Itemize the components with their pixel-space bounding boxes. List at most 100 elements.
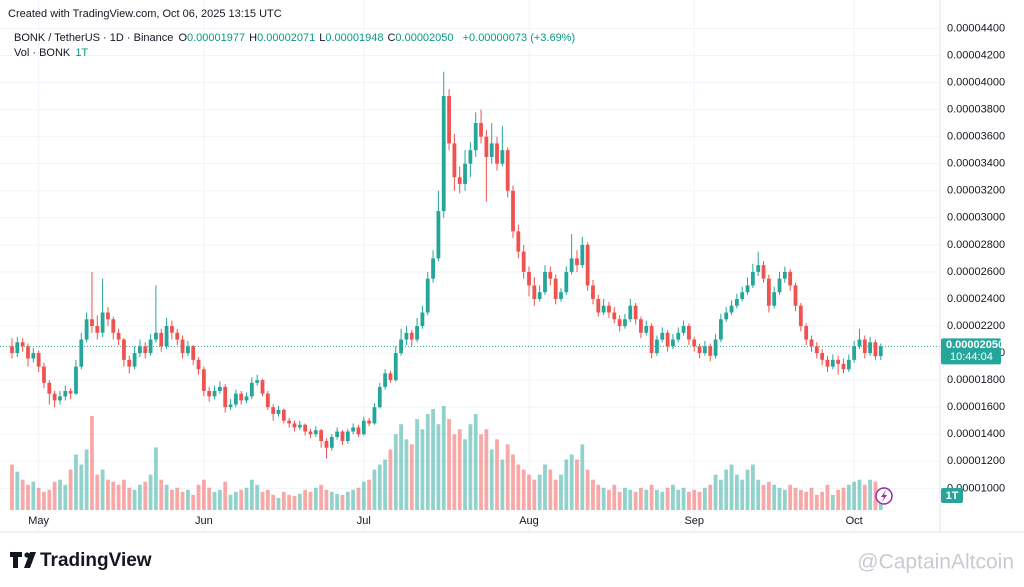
volume-bar bbox=[543, 464, 547, 510]
candle-body bbox=[292, 423, 297, 428]
y-tick-label: 0.00003200 bbox=[947, 185, 1005, 197]
volume-bar bbox=[111, 481, 116, 510]
candle-body bbox=[846, 359, 851, 370]
volume-bar bbox=[585, 469, 590, 510]
volume-bar bbox=[868, 479, 873, 510]
candle-body bbox=[793, 285, 798, 306]
candle-body bbox=[761, 265, 766, 279]
candle-body bbox=[63, 390, 68, 397]
candle-body bbox=[820, 353, 825, 360]
volume-bar bbox=[814, 494, 819, 510]
candle-body bbox=[585, 244, 590, 286]
volume-bar bbox=[292, 495, 297, 510]
volume-bar bbox=[260, 491, 265, 510]
price-tag-value: 0.00002050 bbox=[946, 339, 1004, 351]
volume-bar bbox=[52, 481, 57, 510]
candle-body bbox=[425, 278, 430, 313]
candle-body bbox=[138, 346, 142, 354]
candle-body bbox=[393, 353, 398, 381]
candle-body bbox=[233, 393, 238, 405]
candle-body bbox=[180, 339, 185, 354]
y-tick-label: 0.00001800 bbox=[947, 374, 1005, 386]
candle-body bbox=[639, 319, 643, 333]
candle-body bbox=[559, 292, 563, 299]
candle-body bbox=[399, 339, 403, 354]
volume-bar bbox=[580, 444, 585, 510]
candle-body bbox=[788, 271, 793, 286]
volume-bar bbox=[90, 416, 94, 510]
candle-body bbox=[191, 346, 196, 360]
candle-body bbox=[873, 342, 878, 357]
volume-bar bbox=[415, 419, 419, 510]
volume-bar bbox=[729, 464, 734, 510]
volume-bar bbox=[308, 491, 313, 510]
y-tick-label: 0.00003000 bbox=[947, 212, 1005, 224]
volume-bar bbox=[671, 484, 675, 510]
volume-bar bbox=[335, 493, 340, 510]
legend-line: BONK / TetherUS · 1D · Binance O0.000019… bbox=[14, 32, 577, 44]
candle-body bbox=[26, 346, 30, 359]
volume-bar bbox=[281, 491, 286, 510]
volume-bar bbox=[223, 481, 228, 510]
volume-bar bbox=[191, 494, 196, 510]
watermark: @CaptainAltcoin bbox=[857, 551, 1014, 574]
candle-body bbox=[148, 339, 153, 354]
candle-body bbox=[127, 359, 132, 367]
volume-bar bbox=[569, 454, 574, 510]
candle-body bbox=[830, 359, 835, 367]
volume-bar bbox=[185, 489, 190, 510]
candle-body bbox=[175, 332, 180, 340]
candle-body bbox=[452, 143, 457, 178]
candle-body bbox=[617, 319, 622, 327]
volume-bar bbox=[766, 481, 771, 510]
candle-body bbox=[356, 427, 361, 435]
candle-body bbox=[111, 319, 116, 333]
candle-body bbox=[324, 441, 329, 448]
volume-bar bbox=[628, 489, 633, 510]
candle-body bbox=[100, 312, 105, 333]
candle-body bbox=[756, 265, 761, 272]
volume-bar bbox=[425, 414, 430, 510]
candle-body bbox=[607, 305, 611, 313]
volume-bar bbox=[804, 491, 809, 510]
volume-bar bbox=[10, 464, 14, 510]
candle-body bbox=[580, 244, 585, 266]
y-tick-label: 0.00001200 bbox=[947, 455, 1005, 467]
volume-bar bbox=[319, 484, 324, 510]
volume-bar bbox=[399, 424, 403, 510]
volume-bar bbox=[473, 414, 478, 510]
volume-bar bbox=[127, 487, 132, 510]
volume-bar bbox=[617, 491, 622, 510]
volume-bar bbox=[596, 484, 601, 510]
candle-body bbox=[106, 312, 110, 320]
candle-body bbox=[313, 430, 318, 435]
volume-bar bbox=[47, 489, 52, 510]
volume-bar bbox=[420, 429, 425, 510]
volume-bar bbox=[36, 487, 41, 510]
ohlc-key: C bbox=[387, 32, 396, 44]
candle-body bbox=[878, 346, 883, 357]
volume-bar bbox=[447, 419, 451, 510]
volume-bar bbox=[228, 494, 233, 510]
y-tick-label: 0.00003800 bbox=[947, 103, 1005, 115]
volume-bar bbox=[457, 429, 462, 510]
volume-bar bbox=[830, 494, 835, 510]
volume-bar bbox=[521, 469, 526, 510]
volume-bar bbox=[164, 484, 169, 510]
candle-body bbox=[681, 326, 686, 333]
y-tick-label: 0.00002200 bbox=[947, 320, 1005, 332]
candle-body bbox=[340, 431, 345, 442]
volume-bar bbox=[660, 491, 665, 510]
candle-body bbox=[457, 177, 462, 184]
volume-bar bbox=[345, 491, 350, 510]
volume-bar bbox=[388, 449, 393, 510]
volume-bar bbox=[607, 489, 611, 510]
volume-legend: Vol · BONK 1T bbox=[14, 47, 90, 59]
candle-body bbox=[68, 390, 73, 394]
candle-body bbox=[516, 231, 521, 252]
x-tick-label: Aug bbox=[519, 515, 539, 527]
volume-bar bbox=[591, 479, 595, 510]
volume-bar bbox=[862, 484, 867, 510]
y-tick-label: 0.00002800 bbox=[947, 239, 1005, 251]
